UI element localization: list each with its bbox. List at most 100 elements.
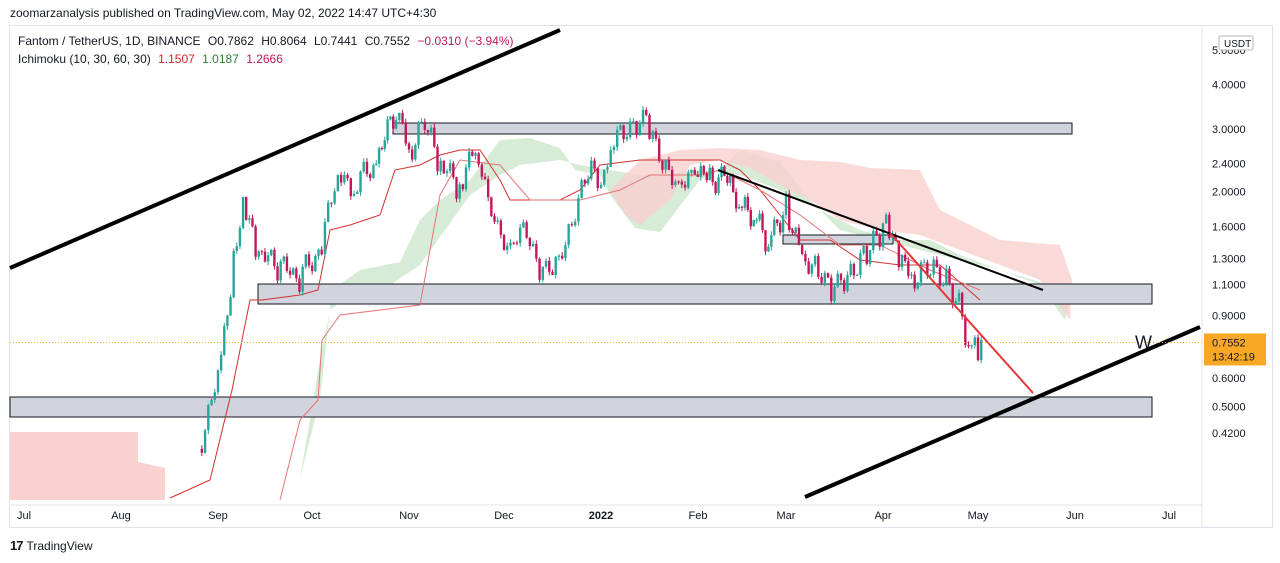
candle-body [708, 167, 711, 181]
candle-body [515, 242, 519, 244]
candle-body [557, 255, 561, 257]
candle-body [670, 169, 674, 186]
candle-body [445, 171, 449, 174]
candle-body [619, 125, 622, 130]
price-tick-label: 0.4200 [1212, 428, 1246, 440]
candle-body [580, 180, 583, 199]
candle-body [823, 273, 826, 283]
indicator-name: Ichimoku (10, 30, 60, 30) [18, 52, 151, 66]
candle-body [800, 245, 804, 255]
candle-body [467, 151, 471, 168]
time-tick-label: Apr [874, 510, 891, 522]
candle-body [683, 184, 687, 188]
candle-body [493, 216, 496, 222]
ohlc-open: O0.7862 [207, 34, 254, 48]
candle-body [455, 177, 458, 199]
candle-body [881, 223, 885, 247]
candle-body [577, 198, 580, 222]
price-tick-label: 0.6000 [1212, 373, 1246, 385]
candle-body [732, 175, 735, 192]
indicator-legend: Ichimoku (10, 30, 60, 30) 1.1507 1.0187 … [18, 52, 287, 66]
candle-body [593, 160, 596, 169]
candle-body [407, 143, 411, 150]
candle-body [554, 256, 557, 275]
candle-body [935, 259, 939, 268]
candle-body [248, 218, 251, 220]
candle-body [773, 219, 776, 235]
candle-body [654, 131, 658, 139]
candle-body [714, 181, 717, 194]
candle-body [868, 250, 872, 264]
candle-body [394, 120, 398, 129]
candle-body [270, 249, 273, 256]
candle-body [638, 122, 641, 136]
candle-body [919, 262, 923, 283]
candle-body [875, 230, 878, 235]
candle-body [862, 246, 865, 254]
candle-body [310, 265, 314, 272]
candle-body [365, 161, 369, 175]
time-tick-label: Oct [303, 510, 320, 522]
candle-body [648, 114, 651, 139]
candle-body [778, 223, 782, 233]
candle-body [734, 191, 738, 209]
candle-body [235, 246, 238, 251]
candle-body [603, 169, 606, 185]
candle-body [916, 282, 920, 289]
candle-body [210, 399, 213, 406]
candle-body [439, 160, 442, 172]
candle-body [632, 121, 635, 123]
candle-body [232, 250, 235, 298]
candle-body [502, 234, 506, 251]
candle-body [980, 339, 983, 361]
candle-body [404, 122, 407, 144]
footer-brand[interactable]: 17 TradingView [10, 538, 93, 553]
candle-body [551, 271, 554, 275]
candle-body [564, 245, 567, 259]
candle-body [781, 215, 785, 233]
candle-body [913, 274, 916, 289]
candle-body [266, 255, 270, 262]
candle-body [941, 283, 945, 286]
candle-body [410, 149, 414, 160]
last-price-box [1204, 333, 1266, 366]
candle-body [320, 249, 323, 255]
candle-body [770, 234, 773, 247]
candle-body [386, 119, 389, 141]
price-tick-label: 2.4000 [1212, 159, 1246, 171]
countdown-label: 13:42:19 [1212, 351, 1255, 363]
candle-body [509, 242, 512, 246]
candle-body [392, 116, 395, 129]
candle-body [326, 202, 330, 222]
candle-body [628, 121, 632, 138]
candle-body [737, 206, 741, 209]
candle-body [788, 193, 791, 230]
candle-body [674, 181, 677, 186]
currency-badge [1218, 35, 1254, 51]
candle-body [740, 206, 744, 208]
candle-body [948, 268, 951, 284]
candle-body [276, 266, 279, 281]
candle-body [349, 178, 352, 197]
candle-body [897, 240, 901, 267]
price-tick-label: 1.3000 [1212, 253, 1246, 265]
candle-body [273, 249, 276, 267]
candle-body [541, 266, 544, 280]
candle-body [761, 213, 764, 231]
candle-body [813, 256, 817, 265]
candle-body [380, 148, 384, 150]
candle-body [531, 243, 535, 247]
candle-body [535, 243, 538, 259]
candle-body [401, 112, 404, 123]
time-tick-label: Jul [1162, 510, 1176, 522]
candle-body [938, 267, 942, 286]
candle-body [711, 167, 714, 182]
candle-body [420, 121, 423, 123]
price-tick-label: 4.0000 [1212, 79, 1246, 91]
candle-body [755, 219, 758, 221]
candle-body [375, 163, 378, 166]
candle-body [702, 165, 705, 174]
candle-body [807, 261, 810, 274]
candle-body [680, 181, 684, 185]
